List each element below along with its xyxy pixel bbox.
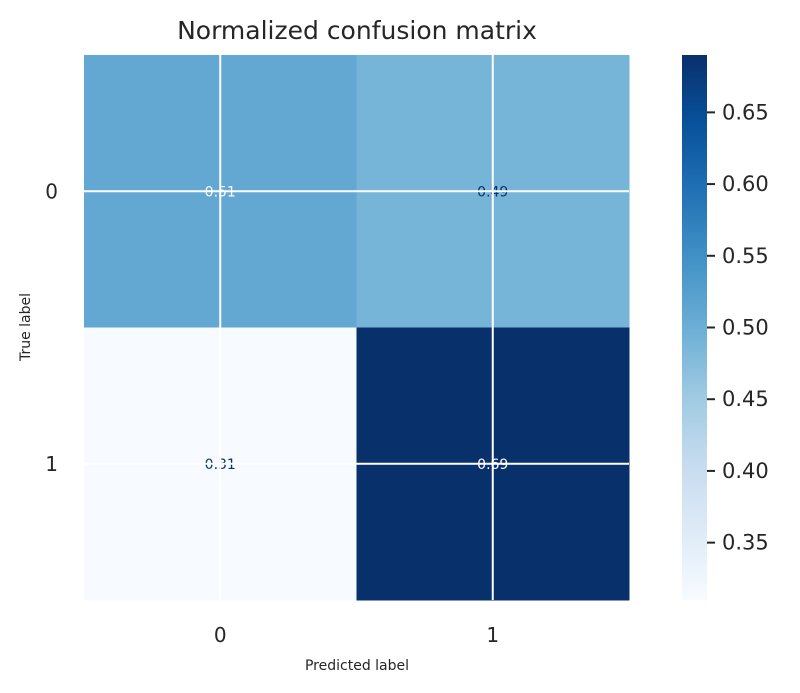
colorbar-tick-label: 0.65 — [722, 100, 769, 124]
colorbar-ticks: 0.35 0.40 0.45 0.50 0.55 0.60 0.65 — [707, 100, 769, 555]
colorbar-tick-label: 0.55 — [722, 244, 769, 268]
colorbar-tick-label: 0.50 — [722, 316, 769, 340]
y-axis-label: True label — [18, 293, 34, 362]
y-tick-label: 1 — [45, 452, 58, 476]
colorbar-tick-label: 0.35 — [722, 531, 769, 555]
colorbar-tick-label: 0.60 — [722, 172, 769, 196]
y-tick-label: 0 — [45, 179, 58, 203]
chart-title: Normalized confusion matrix — [177, 16, 537, 45]
colorbar-tick-label: 0.40 — [722, 459, 769, 483]
x-axis-label: Predicted label — [305, 658, 409, 674]
y-axis-ticks: 01 — [45, 179, 58, 476]
colorbar — [682, 55, 707, 600]
x-tick-label: 0 — [214, 623, 227, 647]
grid-lines — [84, 55, 629, 600]
heatmap-cells — [84, 55, 630, 601]
x-tick-label: 1 — [486, 623, 499, 647]
colorbar-tick-label: 0.45 — [722, 387, 769, 411]
